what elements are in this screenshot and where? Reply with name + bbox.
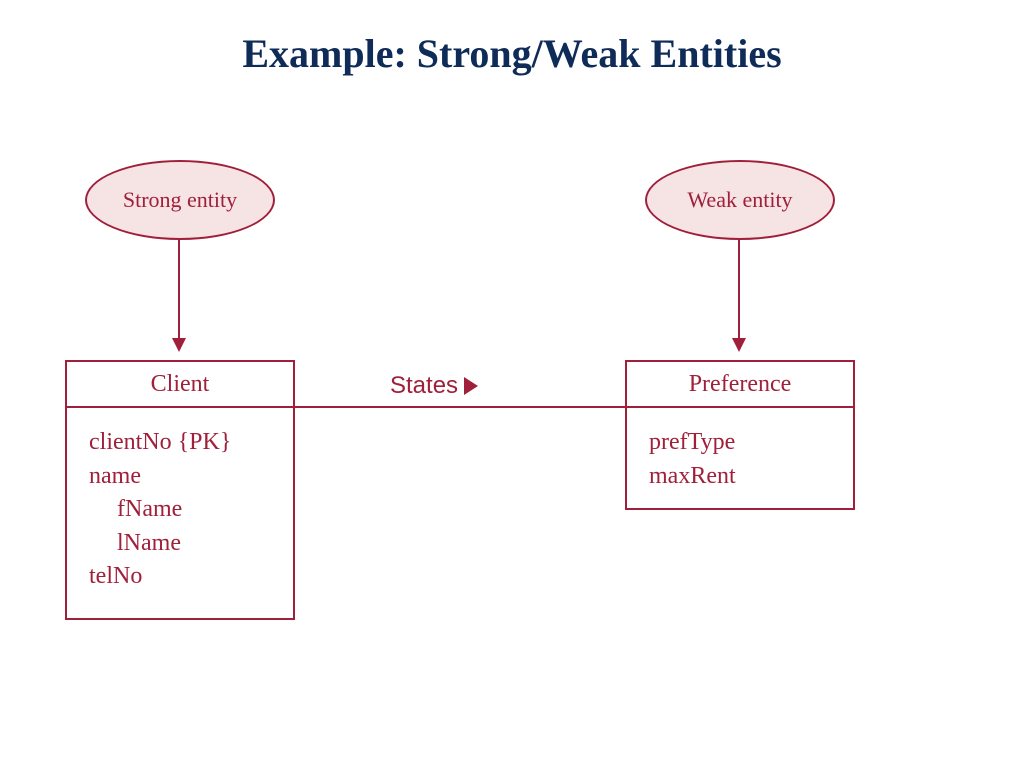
entity-preference: PreferenceprefTypemaxRent bbox=[625, 360, 855, 510]
arrow-line bbox=[738, 238, 740, 340]
diagram-title: Example: Strong/Weak Entities bbox=[0, 30, 1024, 77]
arrow-line bbox=[178, 238, 180, 340]
entity-attribute: name bbox=[89, 460, 271, 494]
entity-attribute: prefType bbox=[649, 426, 831, 460]
entity-body: prefTypemaxRent bbox=[627, 408, 853, 511]
entity-attribute: maxRent bbox=[649, 460, 831, 494]
entity-attribute: fName bbox=[89, 493, 271, 527]
arrow-head-icon bbox=[732, 338, 746, 352]
entity-header: Client bbox=[67, 362, 293, 408]
arrow-head-icon bbox=[172, 338, 186, 352]
callout-ellipse-weak: Weak entity bbox=[645, 160, 835, 240]
relationship-text: States bbox=[390, 372, 458, 400]
triangle-right-icon bbox=[464, 377, 478, 395]
entity-body: clientNo {PK}namefNamelNametelNo bbox=[67, 408, 293, 612]
entity-attribute: clientNo {PK} bbox=[89, 426, 271, 460]
entity-header: Preference bbox=[627, 362, 853, 408]
entity-attribute: telNo bbox=[89, 560, 271, 594]
callout-ellipse-strong: Strong entity bbox=[85, 160, 275, 240]
relationship-label: States bbox=[390, 372, 478, 400]
entity-client: ClientclientNo {PK}namefNamelNametelNo bbox=[65, 360, 295, 620]
relationship-line bbox=[295, 406, 625, 408]
entity-attribute: lName bbox=[89, 527, 271, 561]
